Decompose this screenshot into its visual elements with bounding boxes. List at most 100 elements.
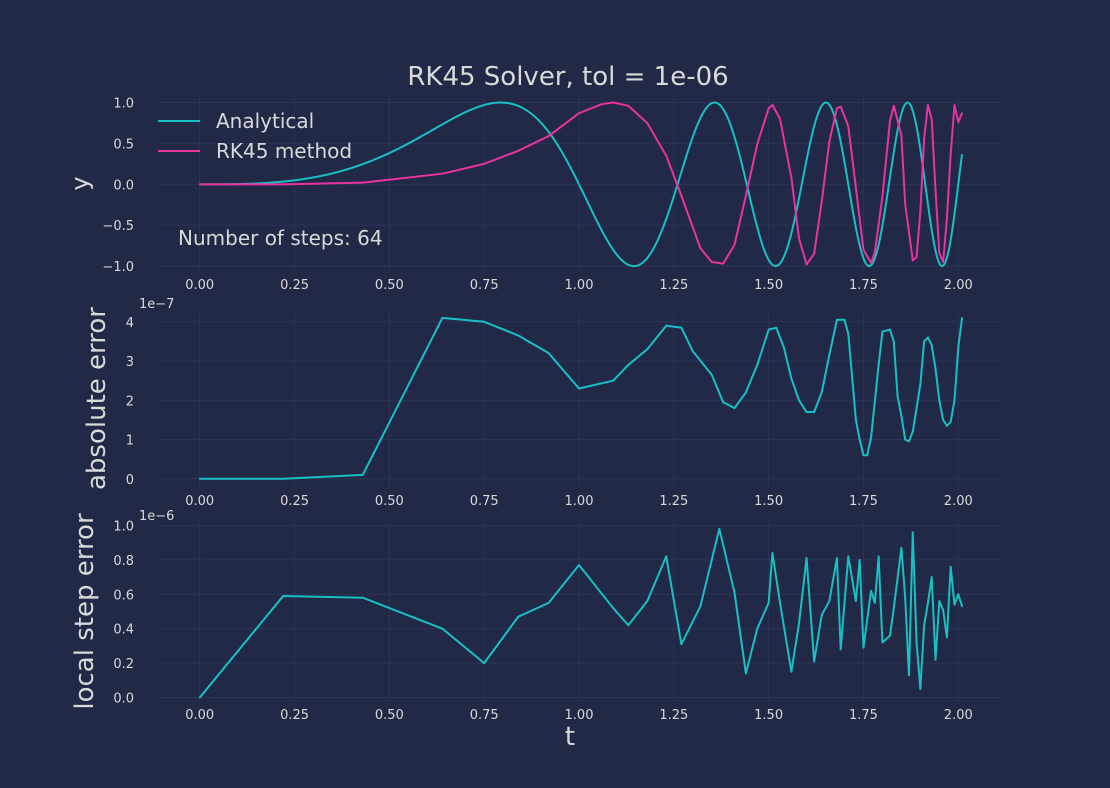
data-point (612, 607, 615, 609)
data-point (873, 251, 876, 254)
data-point (961, 605, 963, 608)
data-point (767, 328, 770, 331)
data-point (854, 600, 857, 603)
data-point (938, 600, 941, 603)
data-point (744, 672, 747, 675)
data-point (483, 162, 486, 165)
legend-label: Analytical (216, 109, 314, 133)
y-tick-label: 3 (126, 355, 134, 370)
data-point (813, 411, 816, 413)
data-point (957, 121, 960, 124)
subplot-1: 0.00 0.25 0.50 0.75 1.00 1.25 1.50 1.75 2.00 −1.0… (66, 96, 1000, 293)
x-tick-label: 1.00 (565, 278, 594, 293)
data-point (517, 615, 520, 618)
x-tick-label: 1.50 (754, 278, 783, 293)
data-point (483, 320, 486, 323)
data-point (938, 399, 941, 402)
x-tick-label: 0.25 (280, 278, 309, 293)
y-axis-label: local step error (70, 513, 100, 710)
data-point (862, 454, 865, 457)
data-point (600, 103, 603, 106)
data-point (949, 565, 952, 568)
data-point (862, 646, 865, 649)
data-point (942, 418, 945, 421)
data-point (896, 395, 899, 398)
data-point (665, 154, 668, 157)
data-point (578, 564, 580, 566)
y-tick-label: 0.0 (113, 178, 134, 193)
data-point (282, 183, 285, 186)
data-point (836, 557, 838, 560)
data-point (847, 332, 850, 335)
data-point (900, 134, 903, 137)
data-point (578, 387, 580, 390)
data-point (927, 336, 929, 339)
y-tick-label: 0 (126, 473, 134, 488)
data-point (680, 194, 683, 197)
y-tick-label: 0.4 (113, 623, 134, 638)
data-point (836, 107, 838, 110)
data-point (930, 344, 933, 347)
data-point (957, 346, 960, 349)
data-point (881, 641, 884, 644)
data-point (892, 607, 895, 609)
data-point (547, 135, 550, 137)
data-point (828, 600, 831, 603)
x-tick-label: 1.00 (565, 494, 594, 509)
data-point (854, 418, 857, 421)
data-point (665, 324, 668, 327)
data-point (870, 261, 872, 264)
axis-scale-label: 1e−7 (139, 297, 174, 312)
data-point (828, 140, 831, 143)
x-tick-label: 0.00 (185, 494, 214, 509)
x-tick-label: 1.50 (754, 494, 783, 509)
data-point (858, 558, 861, 561)
data-point (919, 210, 922, 213)
x-tick-label: 0.00 (185, 278, 214, 293)
data-point (779, 601, 781, 604)
data-point (198, 696, 201, 699)
x-tick-label: 0.25 (280, 708, 309, 723)
y-tick-label: 0.0 (113, 692, 134, 707)
data-point (862, 248, 865, 251)
x-tick-label: 1.75 (849, 708, 878, 723)
data-point (646, 600, 649, 603)
data-point (441, 172, 444, 175)
data-point (813, 252, 816, 255)
data-point (805, 411, 808, 413)
data-point (870, 589, 872, 592)
x-tick-label: 2.00 (944, 278, 973, 293)
data-point (798, 622, 800, 625)
data-point (828, 354, 831, 357)
data-point (949, 420, 952, 423)
x-tick-label: 2.00 (944, 494, 973, 509)
data-point (942, 261, 945, 263)
y-axis-label: y (66, 176, 94, 190)
data-point (361, 181, 364, 184)
data-point (961, 316, 963, 319)
data-point (820, 200, 823, 203)
data-point (771, 104, 774, 106)
data-point (961, 112, 963, 115)
data-point (699, 605, 702, 608)
y-tick-label: 2 (126, 394, 134, 409)
data-point (881, 330, 884, 333)
x-tick-label: 0.75 (470, 494, 499, 509)
data-point (547, 352, 550, 355)
y-axis-label: absolute error (82, 307, 112, 490)
steps-annotation: Number of steps: 64 (178, 226, 383, 250)
data-point (767, 107, 770, 110)
data-point (699, 247, 702, 250)
y-tick-label: −1.0 (102, 260, 134, 275)
data-point (627, 364, 630, 366)
y-tick-label: −0.5 (102, 219, 134, 234)
data-point (756, 364, 759, 366)
data-point (839, 105, 842, 108)
data-point (722, 262, 725, 265)
data-point (775, 326, 778, 329)
data-point (923, 340, 926, 343)
data-point (911, 531, 914, 534)
data-point (813, 660, 816, 663)
